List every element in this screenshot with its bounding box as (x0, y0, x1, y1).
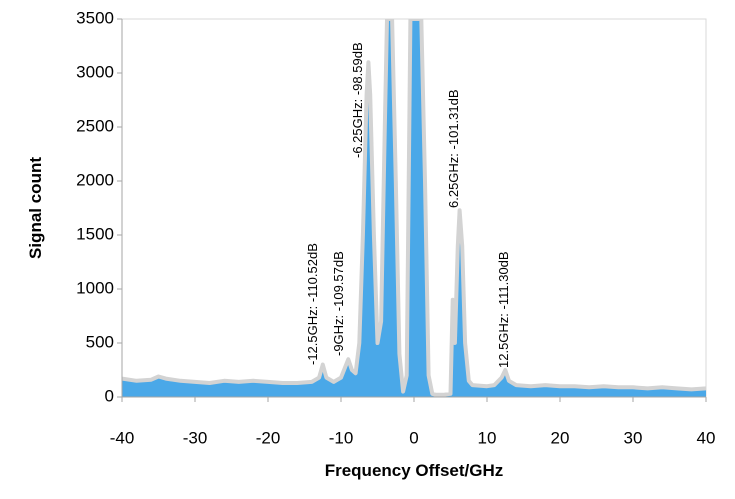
x-axis-label: Frequency Offset/GHz (325, 461, 504, 480)
y-tick-label: 500 (86, 332, 114, 351)
y-tick-label: 0 (105, 386, 114, 405)
line (122, 19, 706, 397)
y-axis-label: Signal count (26, 157, 45, 259)
x-tick-label: 40 (697, 428, 716, 447)
x-tick-label: -10 (329, 428, 354, 447)
x-tick-label: 10 (478, 428, 497, 447)
x-tick-label: 20 (551, 428, 570, 447)
annotation: 12.5GHz: -111.30dB (496, 251, 511, 368)
x-tick-label: 30 (624, 428, 643, 447)
y-tick-label: 1500 (76, 224, 114, 243)
y-tick-label: 3500 (76, 8, 114, 27)
y-tick-label: 1000 (76, 278, 114, 297)
annotation: -12.5GHz: -110.52dB (305, 243, 320, 365)
x-tick-label: 0 (409, 428, 418, 447)
area (122, 19, 706, 397)
annotation: 6.25GHz: -101.31dB (446, 89, 461, 208)
x-tick-label: -20 (256, 428, 281, 447)
x-tick-label: -40 (110, 428, 135, 447)
annotation: -9GHz: -109.57dB (331, 251, 346, 356)
y-tick-label: 2000 (76, 170, 114, 189)
y-tick-label: 3000 (76, 62, 114, 81)
annotation: -6.25GHz: -98.59dB (350, 42, 365, 158)
y-tick-label: 2500 (76, 116, 114, 135)
x-tick-label: -30 (183, 428, 208, 447)
plot-area (122, 19, 706, 397)
